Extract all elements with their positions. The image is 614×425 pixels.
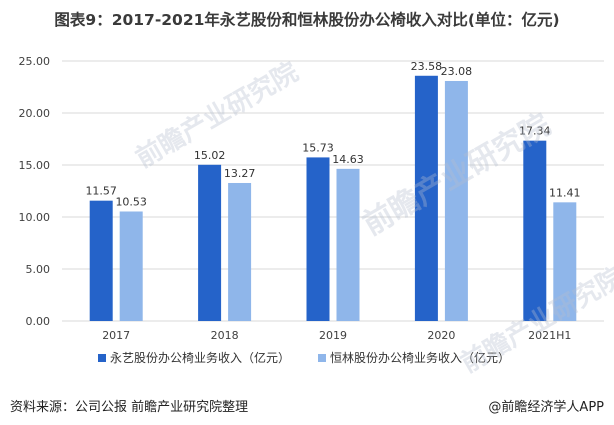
- data-label: 23.08: [441, 65, 473, 78]
- data-label: 11.57: [85, 185, 117, 198]
- chart-title: 图表9：2017-2021年永艺股份和恒林股份办公椅收入对比(单位：亿元): [54, 11, 560, 29]
- x-tick-label: 2017: [102, 329, 130, 342]
- bar-series2: [444, 80, 468, 321]
- brand-note: @前瞻经济学人APP: [488, 400, 604, 415]
- legend-swatch: [318, 354, 326, 362]
- x-tick-label: 2020: [427, 329, 455, 342]
- data-label: 15.02: [194, 149, 226, 162]
- y-tick-label: 10.00: [19, 211, 51, 224]
- y-axis-tick-labels: 0.00 5.00 10.00 15.00 20.00 25.00: [19, 55, 51, 328]
- data-label: 15.73: [302, 141, 334, 154]
- bar-series1: [198, 164, 222, 321]
- data-label: 14.63: [332, 153, 364, 166]
- legend: 永艺股份办公椅业务收入（亿元） 恒林股份办公椅业务收入（亿元）: [98, 350, 510, 365]
- bar-series1: [414, 75, 438, 321]
- bar-series2: [336, 168, 360, 321]
- y-tick-label: 0.00: [26, 315, 51, 328]
- bar-series1: [306, 157, 330, 321]
- x-tick-label: 2019: [319, 329, 347, 342]
- data-label: 11.41: [549, 186, 581, 199]
- bar-series2: [553, 202, 577, 321]
- bar-series1: [523, 140, 547, 321]
- y-tick-label: 15.00: [19, 159, 51, 172]
- x-tick-label: 2021H1: [528, 329, 571, 342]
- source-note: 资料来源：公司公报 前瞻产业研究院整理: [10, 400, 249, 415]
- x-axis-tick-labels: 2017 2018 2019 2020 2021H1: [102, 329, 571, 342]
- y-tick-label: 5.00: [26, 263, 51, 276]
- legend-label: 恒林股份办公椅业务收入（亿元）: [330, 350, 510, 365]
- y-tick-label: 20.00: [19, 107, 51, 120]
- data-label: 17.34: [519, 125, 551, 138]
- bar-series2: [119, 211, 143, 321]
- y-tick-label: 25.00: [19, 55, 51, 68]
- bars: [89, 75, 577, 321]
- bar-series2: [228, 182, 252, 321]
- legend-label: 永艺股份办公椅业务收入（亿元）: [110, 350, 290, 365]
- data-label: 10.53: [115, 195, 147, 208]
- data-label: 23.58: [411, 60, 443, 73]
- bar-series1: [89, 200, 113, 321]
- data-label: 13.27: [224, 167, 256, 180]
- grid-lines: [62, 60, 604, 322]
- x-tick-label: 2018: [211, 329, 239, 342]
- legend-swatch: [98, 354, 106, 362]
